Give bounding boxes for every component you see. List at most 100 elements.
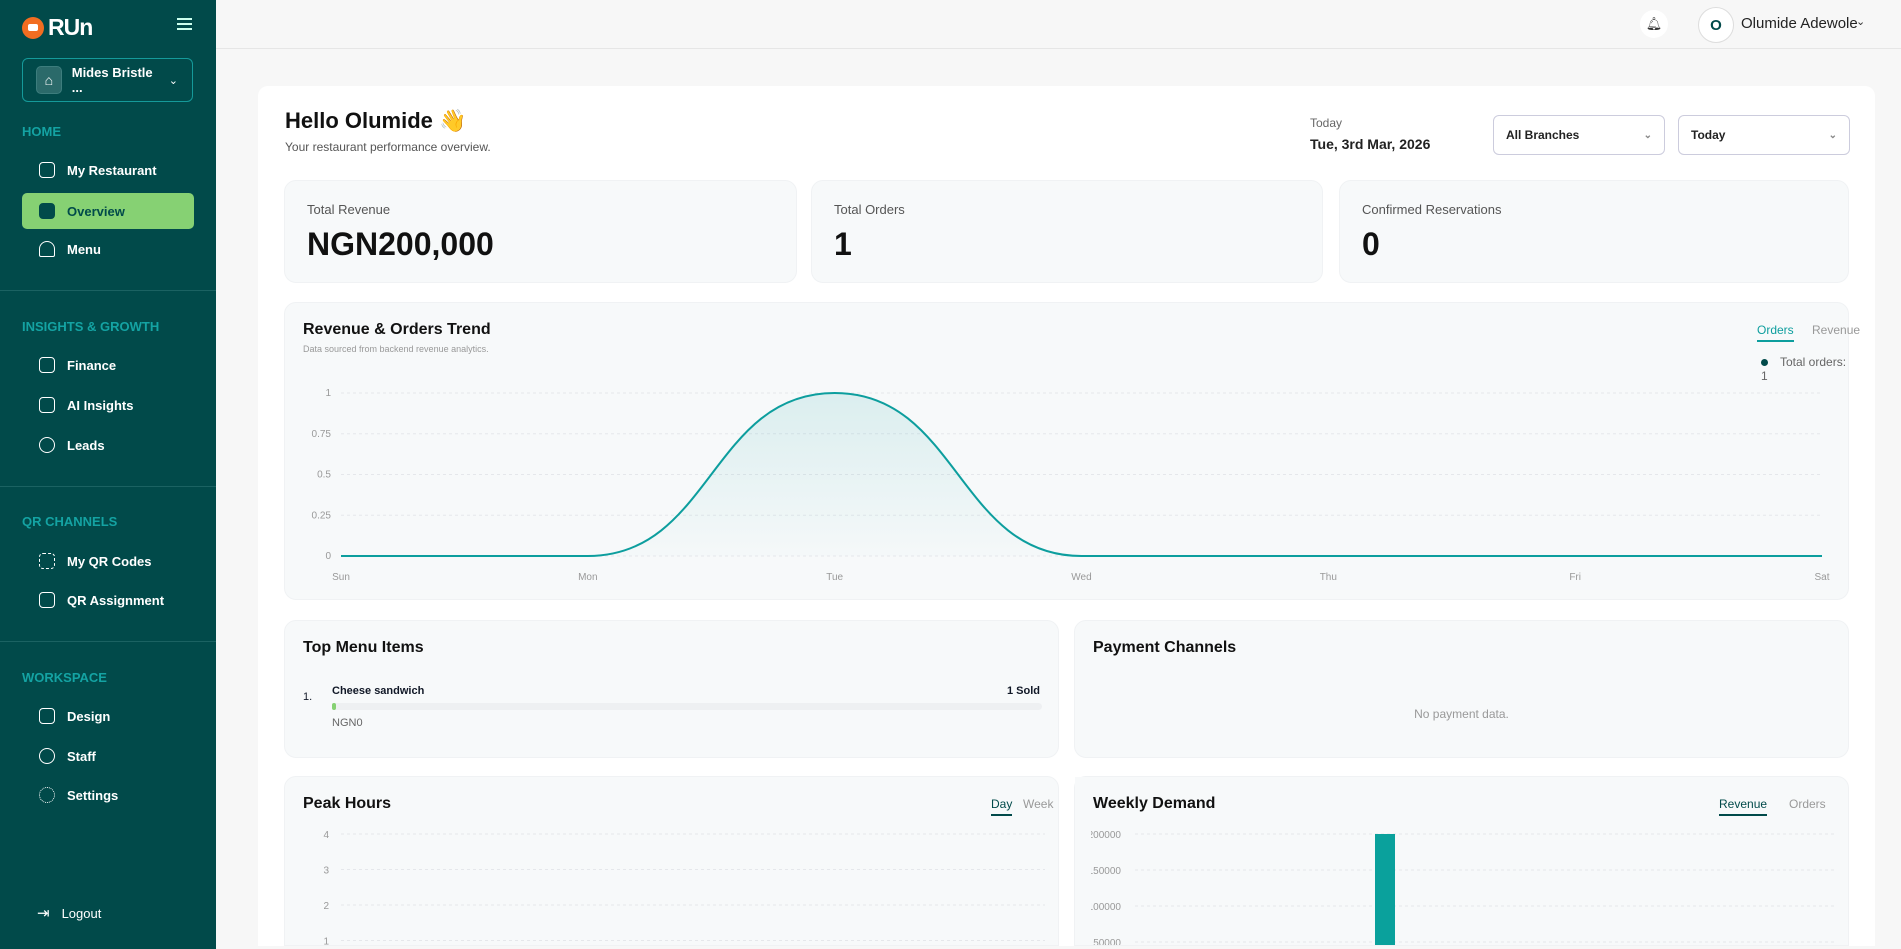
- branch-selector[interactable]: ⌂ Mides Bristle ... ⌄: [22, 58, 193, 102]
- notification-bell-icon[interactable]: 🔔︎: [1640, 10, 1668, 38]
- y-tick-label: 3: [323, 866, 329, 877]
- tab-day[interactable]: Day: [991, 797, 1013, 816]
- progress-fill: [332, 703, 336, 710]
- barcode-icon: [39, 592, 55, 608]
- y-tick-label: 4: [323, 830, 329, 841]
- rank: 1.: [303, 691, 313, 703]
- stat-card-revenue: Total Revenue NGN200,000: [284, 180, 797, 283]
- topbar: [216, 0, 1901, 49]
- y-tick-label: 50000: [1093, 938, 1121, 945]
- menu-item-name: Cheese sandwich: [332, 685, 425, 697]
- legend-dot: [1761, 359, 1768, 366]
- logo[interactable]: RUn: [22, 14, 93, 41]
- sidebar-item-my-restaurant[interactable]: My Restaurant: [22, 152, 194, 188]
- x-tick-label: Tue: [826, 572, 843, 583]
- y-tick-label: 0.75: [312, 429, 332, 440]
- y-tick-label: 1: [323, 937, 329, 946]
- x-tick-label: Wed: [1071, 572, 1091, 583]
- payment-channels-card: Payment Channels No payment data.: [1074, 620, 1849, 758]
- page-subtitle: Your restaurant performance overview.: [285, 140, 491, 154]
- user-icon: [39, 437, 55, 453]
- page-title: Hello Olumide 👋: [285, 108, 467, 133]
- tab-week[interactable]: Week: [1023, 797, 1054, 811]
- current-date: Tue, 3rd Mar, 2026: [1310, 136, 1431, 152]
- tab-orders[interactable]: Orders: [1789, 797, 1826, 811]
- x-tick-label: Fri: [1569, 572, 1581, 583]
- stat-card-reservations: Confirmed Reservations 0: [1339, 180, 1849, 283]
- weekly-demand-chart: 50000 100000 150000 200000: [1075, 777, 1835, 945]
- sidebar-item-staff[interactable]: Staff: [22, 738, 194, 774]
- sidebar: RUn ⌂ Mides Bristle ... ⌄ HOME My Restaura…: [0, 0, 216, 949]
- gear-icon: [39, 787, 55, 803]
- sidebar-item-leads[interactable]: Leads: [22, 427, 194, 463]
- y-tick-label: 200000: [1088, 830, 1122, 841]
- peak-hours-chart: 1 2 3 4: [323, 830, 1045, 946]
- sidebar-item-qr-assignment[interactable]: QR Assignment: [22, 582, 194, 618]
- period-filter-select[interactable]: Today ⌄: [1678, 115, 1850, 155]
- avatar[interactable]: O: [1698, 7, 1734, 43]
- store-icon: ⌂: [36, 66, 62, 94]
- tab-revenue[interactable]: Revenue: [1812, 323, 1861, 337]
- x-tick-label: Mon: [578, 572, 597, 583]
- weekly-demand-card: Weekly Demand Revenue Orders 50000 100000…: [1074, 776, 1849, 946]
- x-tick-label: Thu: [1320, 572, 1337, 583]
- team-icon: [39, 748, 55, 764]
- trend-chart-card: Revenue & Orders Trend Data sourced from…: [284, 302, 1860, 600]
- y-tick-label: 0: [325, 551, 331, 562]
- trend-chart: 0 0.25 0.5 0.75 1 Sun Mon Tue Wed Thu Fri Sat: [312, 388, 1830, 583]
- sidebar-item-my-qr-codes[interactable]: My QR Codes: [22, 543, 194, 579]
- chevron-down-icon: ⌄: [168, 74, 178, 87]
- top-menu-card: Top Menu Items 1. Cheese sandwich 1 Sold…: [284, 620, 1059, 758]
- paint-icon: [39, 708, 55, 724]
- menu-item-sold: 1 Sold: [1006, 685, 1040, 697]
- today-label: Today: [1310, 116, 1343, 130]
- card-icon: [39, 357, 55, 373]
- x-tick-label: Sat: [1814, 572, 1829, 583]
- sidebar-item-finance[interactable]: Finance: [22, 347, 194, 383]
- section-insights: INSIGHTS & GROWTH: [22, 319, 160, 334]
- main-panel: Hello Olumide 👋 Your restaurant performa…: [258, 86, 1875, 946]
- chevron-down-icon: ⌄: [1643, 129, 1652, 141]
- store-icon: [39, 162, 55, 178]
- menu-item-amount: NGN0: [332, 717, 363, 729]
- y-tick-label: 0.25: [312, 510, 332, 521]
- chart-legend: Total orders: 1: [1761, 355, 1847, 383]
- chevron-down-icon[interactable]: ⌄: [1856, 16, 1866, 28]
- qr-icon: [39, 553, 55, 569]
- sidebar-item-design[interactable]: Design: [22, 698, 194, 734]
- logout-icon: ⇥: [37, 905, 50, 922]
- menu-toggle-icon[interactable]: [177, 18, 192, 30]
- chevron-down-icon: ⌄: [1828, 129, 1837, 141]
- series-line-orders: [341, 391, 1822, 557]
- y-tick-label: 1: [325, 388, 331, 399]
- progress-bar: [332, 703, 1042, 710]
- sidebar-item-menu[interactable]: Menu: [22, 231, 194, 267]
- stat-card-orders: Total Orders 1: [811, 180, 1323, 283]
- logo-icon: [22, 16, 44, 39]
- section-workspace: WORKSPACE: [22, 670, 107, 685]
- tab-orders[interactable]: Orders: [1757, 323, 1794, 342]
- bar-tue: [1375, 834, 1395, 945]
- trend-icon: [39, 397, 55, 413]
- y-tick-label: 150000: [1088, 866, 1122, 877]
- sidebar-item-overview[interactable]: Overview: [22, 193, 194, 229]
- divider: [0, 641, 216, 642]
- sidebar-item-ai-insights[interactable]: AI Insights: [22, 387, 194, 423]
- section-home: HOME: [22, 124, 61, 139]
- branch-filter-select[interactable]: All Branches ⌄: [1493, 115, 1665, 155]
- section-qr: QR CHANNELS: [22, 514, 118, 529]
- series-area: [341, 393, 1822, 556]
- divider: [0, 290, 216, 291]
- sidebar-item-settings[interactable]: Settings: [22, 777, 194, 813]
- x-tick-label: Sun: [332, 572, 350, 583]
- tab-revenue[interactable]: Revenue: [1719, 797, 1768, 816]
- logout-button[interactable]: ⇥ Logout: [37, 905, 102, 922]
- divider: [0, 486, 216, 487]
- user-name[interactable]: Olumide Adewole: [1741, 15, 1858, 32]
- y-tick-label: 0.5: [317, 470, 331, 481]
- empty-state: No payment data.: [1414, 707, 1509, 721]
- axis-clip: [1075, 777, 1091, 945]
- cloche-icon: [39, 241, 55, 257]
- y-tick-label: 2: [323, 901, 329, 912]
